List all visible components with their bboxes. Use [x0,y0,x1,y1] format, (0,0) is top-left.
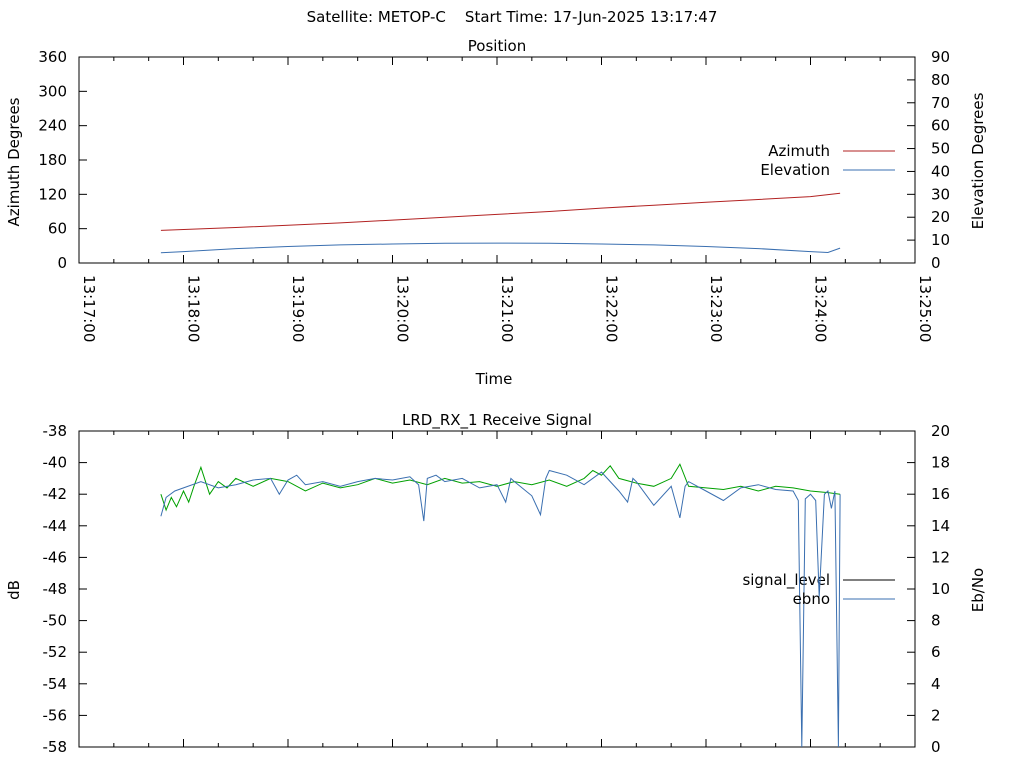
position-y-tick-label: 240 [38,117,67,135]
position-x-tick-label: 13:24:00 [812,275,830,342]
position-y2-tick-label: 90 [931,48,950,66]
position-y-tick-label: 300 [38,82,67,100]
position-series-elevation-line [160,242,841,254]
position-y-axis-label: Azimuth Degrees [5,97,23,226]
position-chart-title: Position [468,37,526,55]
position-y2-tick-label: 60 [931,117,950,135]
position-y2-tick-label: 80 [931,71,950,89]
receive-signal-y-tick-label: -52 [43,643,68,661]
position-x-tick-label: 13:17:00 [80,275,98,342]
receive-signal-chart: LRD_RX_1 Receive Signal dB Eb/No -58 -56 -… [5,411,987,756]
position-y-tick-label: 0 [57,254,67,272]
position-y2-tick-label: 30 [931,185,950,203]
receive-signal-legend-label: signal_level [742,571,830,590]
receive-signal-legend-label: ebno [793,590,830,608]
receive-signal-y2-tick-label: 4 [931,675,941,693]
position-x-tick-label: 13:21:00 [498,275,516,342]
receive-signal-y2-tick-label: 10 [931,580,950,598]
receive-signal-chart-title: LRD_RX_1 Receive Signal [402,411,592,430]
position-y2-tick-label: 40 [931,162,950,180]
position-chart: Position Time Azimuth Degrees Elevation … [5,37,987,388]
position-y2-tick-label: 0 [931,254,941,272]
receive-signal-y2-tick-label: 14 [931,517,950,535]
receive-signal-series-ebno-line [160,469,841,748]
position-legend-label: Azimuth [768,142,830,160]
position-x-tick-label: 13:23:00 [707,275,725,342]
position-x-tick-label: 13:22:00 [603,275,621,342]
receive-signal-y2-tick-label: 6 [931,643,941,661]
receive-signal-y2-tick-label: 12 [931,548,950,566]
receive-signal-y2-tick-label: 20 [931,422,950,440]
receive-signal-y2-tick-label: 16 [931,485,950,503]
position-y2-tick-label: 70 [931,94,950,112]
position-series-azimuth-line [160,192,841,231]
receive-signal-y2-tick-label: 2 [931,706,941,724]
receive-signal-y2-axis-label: Eb/No [969,568,987,612]
position-plot-frame [78,56,916,264]
receive-signal-y-tick-label: -58 [43,738,68,756]
position-x-tick-label: 13:18:00 [185,275,203,342]
position-y-tick-label: 360 [38,48,67,66]
position-y2-tick-label: 50 [931,140,950,158]
receive-signal-y-tick-label: -48 [43,580,68,598]
receive-signal-y-tick-label: -50 [43,612,68,630]
receive-signal-series-signal-level-line [160,463,841,512]
header-title: Satellite: METOP-C Start Time: 17-Jun-20… [307,8,718,26]
receive-signal-y2-tick-label: 18 [931,454,950,472]
receive-signal-y-axis-label: dB [5,580,23,600]
position-legend-label: Elevation [760,161,830,179]
receive-signal-y-tick-label: -54 [43,675,68,693]
position-x-tick-label: 13:19:00 [289,275,307,342]
receive-signal-y-tick-label: -56 [43,706,68,724]
receive-signal-y-tick-label: -42 [43,485,68,503]
receive-signal-y2-tick-label: 0 [931,738,941,756]
receive-signal-y-tick-label: -40 [43,454,68,472]
position-y2-tick-label: 20 [931,208,950,226]
position-y-tick-label: 120 [38,185,67,203]
receive-signal-y-tick-label: -44 [43,517,68,535]
receive-signal-y2-tick-label: 8 [931,612,941,630]
position-x-tick-label: 13:25:00 [916,275,934,342]
receive-signal-y-tick-label: -46 [43,548,68,566]
position-y-tick-label: 180 [38,151,67,169]
position-y2-axis-label: Elevation Degrees [969,92,987,229]
position-y-tick-label: 60 [48,220,67,238]
position-x-tick-label: 13:20:00 [394,275,412,342]
position-x-axis-label: Time [475,370,513,388]
receive-signal-y-tick-label: -38 [43,422,68,440]
position-y2-tick-label: 10 [931,231,950,249]
